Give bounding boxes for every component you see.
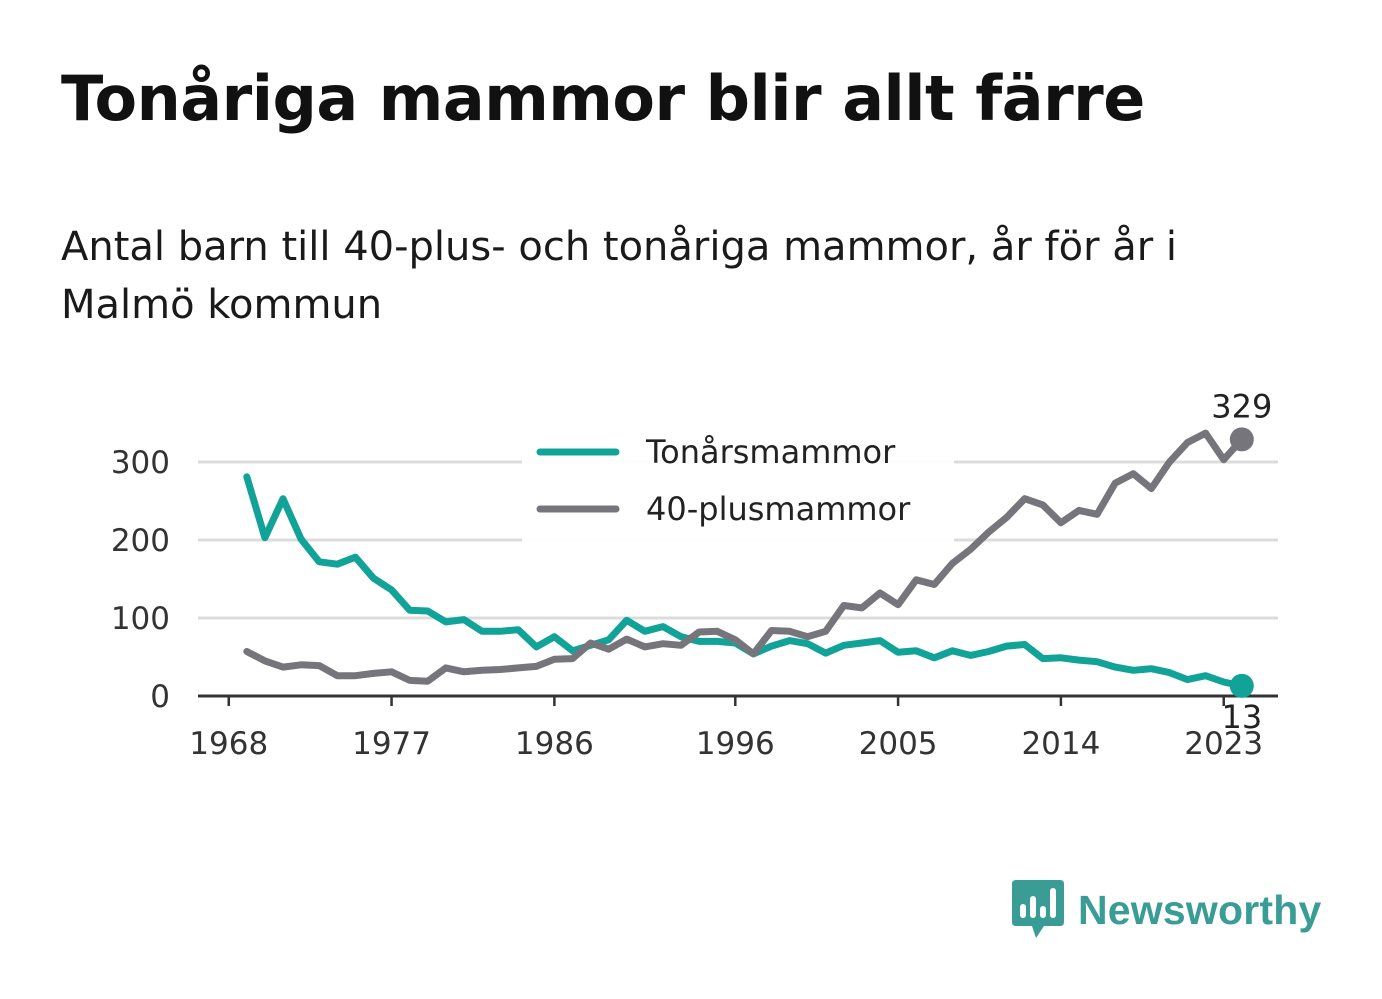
end-value-label: 329: [1211, 387, 1272, 425]
brand-name: Newsworthy: [1078, 886, 1322, 933]
legend-label: 40-plusmammor: [646, 490, 911, 528]
newsworthy-logo-icon: [1012, 880, 1064, 938]
chart-subtitle: Antal barn till 40-plus- och tonåriga ma…: [61, 224, 1178, 328]
x-tick-label: 1968: [189, 726, 268, 762]
y-tick-label: 300: [111, 445, 170, 481]
x-tick-label: 1996: [696, 726, 775, 762]
end-labels: 329 13: [1211, 387, 1272, 735]
x-tick-label: 1986: [515, 726, 594, 762]
y-tick-label: 0: [150, 679, 170, 715]
series-end-point: [1229, 673, 1254, 698]
chart-title: Tonåriga mammor blir allt färre: [61, 62, 1145, 135]
legend: Tonårsmammor 40-plusmammor: [522, 432, 954, 544]
x-tick-label: 2014: [1021, 726, 1100, 762]
x-tick-label: 2005: [859, 726, 938, 762]
x-tick-label: 2023: [1184, 726, 1263, 762]
series-lines: [243, 427, 1254, 698]
newsworthy-brand: Newsworthy: [1012, 880, 1322, 940]
series-line-40-plusmammor: [243, 429, 1246, 685]
y-tick-label: 100: [111, 601, 170, 637]
end-value-label: 13: [1221, 698, 1262, 736]
series-end-point: [1229, 427, 1254, 452]
y-axis: 0 100 200 300: [111, 445, 170, 715]
legend-label: Tonårsmammor: [645, 433, 896, 471]
x-axis: 1968 1977 1986 1996 2005 2014 2023: [189, 694, 1278, 762]
x-tick-label: 1977: [352, 726, 431, 762]
y-tick-label: 200: [111, 523, 170, 559]
